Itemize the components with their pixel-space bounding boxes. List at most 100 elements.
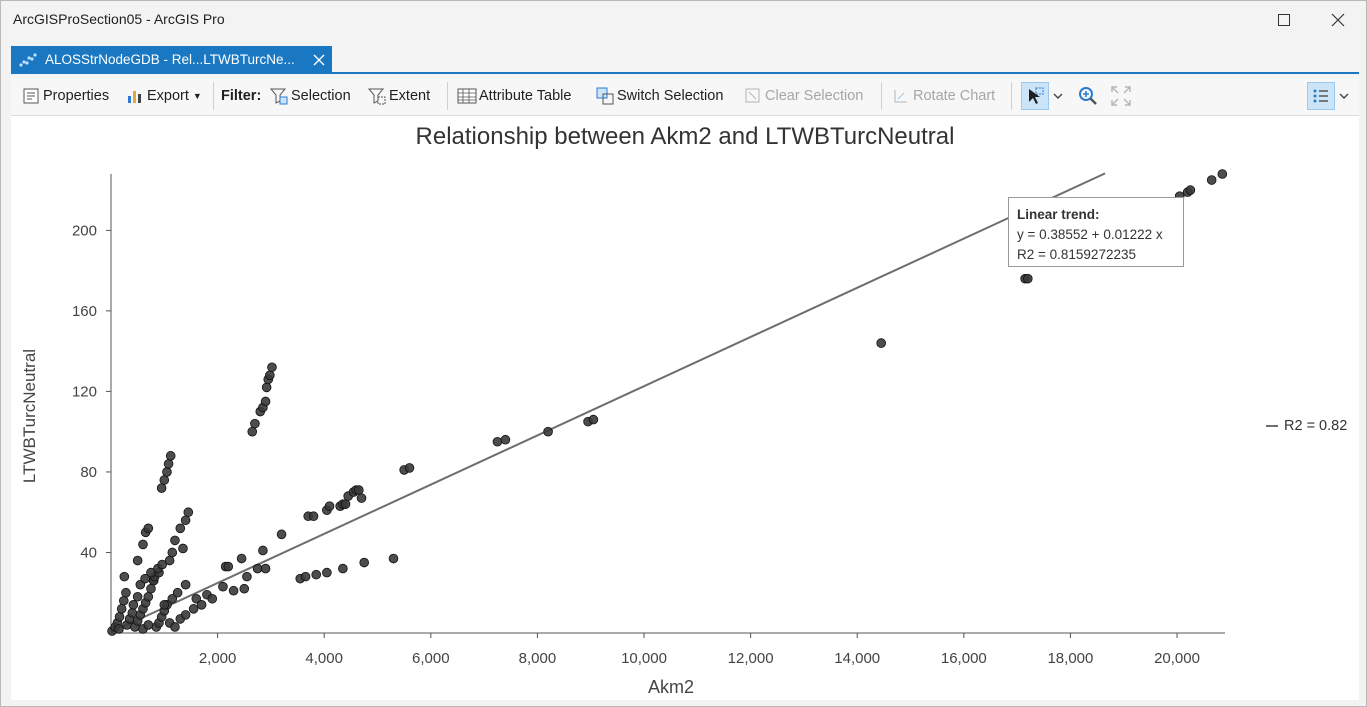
properties-button[interactable]: Properties: [21, 84, 109, 108]
data-point[interactable]: [162, 467, 172, 477]
close-window-button[interactable]: [1315, 5, 1361, 35]
data-point[interactable]: [876, 338, 887, 348]
maximize-button[interactable]: [1261, 5, 1307, 35]
data-point[interactable]: [178, 543, 188, 554]
data-point[interactable]: [157, 559, 167, 570]
data-point[interactable]: [1206, 175, 1217, 185]
data-point[interactable]: [308, 511, 319, 522]
data-point[interactable]: [324, 501, 335, 511]
data-point[interactable]: [300, 571, 311, 582]
data-point[interactable]: [116, 604, 127, 614]
maximize-icon: [1278, 14, 1290, 26]
data-point[interactable]: [388, 553, 399, 564]
select-tool-dropdown[interactable]: [1053, 84, 1063, 108]
tab-close-button[interactable]: [308, 49, 330, 71]
data-point[interactable]: [340, 499, 351, 509]
data-point[interactable]: [114, 612, 125, 622]
data-point[interactable]: [143, 523, 154, 534]
data-point[interactable]: [267, 362, 277, 373]
data-point[interactable]: [159, 475, 170, 485]
data-point[interactable]: [175, 523, 186, 534]
legend-options-dropdown[interactable]: [1339, 84, 1349, 108]
data-point[interactable]: [118, 595, 129, 606]
data-point[interactable]: [167, 593, 178, 604]
data-point[interactable]: [265, 370, 275, 381]
data-point[interactable]: [121, 587, 131, 598]
data-point[interactable]: [159, 600, 170, 610]
data-point[interactable]: [191, 593, 202, 604]
data-point[interactable]: [143, 591, 154, 602]
data-point[interactable]: [261, 382, 272, 393]
data-point[interactable]: [276, 529, 287, 540]
data-point[interactable]: [1185, 185, 1196, 195]
data-point[interactable]: [250, 418, 260, 429]
data-point[interactable]: [239, 583, 250, 594]
data-point[interactable]: [196, 600, 207, 610]
data-point[interactable]: [588, 414, 599, 425]
data-point[interactable]: [543, 426, 553, 437]
full-extent-button[interactable]: [1110, 84, 1132, 108]
filter-selection-button[interactable]: Selection: [269, 84, 351, 108]
data-points[interactable]: [107, 169, 1228, 636]
data-point[interactable]: [172, 587, 183, 598]
data-point[interactable]: [180, 515, 191, 526]
scatter-plot[interactable]: 2,000 4,000 6,000 8,000 10,000 12,000 14,000 16…: [11, 116, 1359, 700]
export-label: Export: [147, 88, 189, 104]
data-point[interactable]: [180, 579, 191, 590]
data-point[interactable]: [252, 563, 263, 574]
data-point[interactable]: [128, 600, 139, 610]
data-point[interactable]: [132, 591, 143, 602]
data-point[interactable]: [354, 485, 364, 495]
data-point[interactable]: [170, 535, 180, 546]
data-point[interactable]: [492, 436, 503, 447]
export-button[interactable]: Export ▼: [125, 84, 202, 108]
select-cursor-icon: [1029, 87, 1044, 104]
data-point[interactable]: [223, 561, 234, 572]
data-point[interactable]: [188, 604, 199, 614]
rotate-chart-button[interactable]: Rotate Chart: [891, 84, 995, 108]
data-point[interactable]: [165, 451, 176, 461]
legend-toggle-button[interactable]: [1307, 82, 1335, 110]
data-point[interactable]: [127, 608, 138, 618]
data-point[interactable]: [146, 583, 156, 594]
data-point[interactable]: [500, 434, 511, 445]
data-point[interactable]: [163, 459, 174, 469]
data-point[interactable]: [183, 507, 194, 518]
data-point[interactable]: [207, 593, 218, 604]
data-point[interactable]: [260, 396, 271, 407]
data-point[interactable]: [1217, 169, 1228, 179]
clear-selection-button[interactable]: Clear Selection: [743, 84, 863, 108]
data-point[interactable]: [236, 553, 247, 564]
data-point[interactable]: [404, 463, 415, 473]
data-point[interactable]: [359, 557, 369, 568]
tab-chart-view[interactable]: ALOSStrNodeGDB - Rel...LTWBTurcNe...: [11, 46, 332, 73]
chart-legend[interactable]: R2 = 0.82: [1266, 418, 1347, 434]
data-point[interactable]: [338, 563, 348, 574]
select-tool-button[interactable]: [1021, 82, 1049, 110]
data-point[interactable]: [228, 585, 239, 596]
chart-area[interactable]: 2,000 4,000 6,000 8,000 10,000 12,000 14,000 16…: [11, 116, 1359, 700]
data-point[interactable]: [242, 571, 252, 582]
zoom-in-button[interactable]: [1077, 84, 1099, 108]
data-point[interactable]: [167, 547, 178, 558]
data-point[interactable]: [258, 545, 268, 556]
data-point[interactable]: [260, 563, 271, 574]
filter-extent-button[interactable]: Extent: [367, 84, 430, 108]
data-point[interactable]: [180, 610, 191, 620]
data-point[interactable]: [132, 555, 143, 566]
data-point[interactable]: [156, 483, 167, 493]
data-point[interactable]: [140, 573, 150, 584]
data-point[interactable]: [143, 620, 154, 630]
data-point[interactable]: [170, 622, 180, 632]
data-point[interactable]: [218, 581, 228, 592]
data-point[interactable]: [356, 493, 367, 503]
data-point[interactable]: [138, 539, 148, 550]
switch-selection-button[interactable]: Switch Selection: [595, 84, 723, 108]
data-point[interactable]: [247, 426, 258, 437]
data-point[interactable]: [322, 567, 332, 578]
data-point[interactable]: [114, 624, 124, 634]
attribute-table-button[interactable]: Attribute Table: [457, 84, 571, 108]
data-point[interactable]: [1022, 273, 1033, 284]
data-point[interactable]: [311, 569, 322, 580]
data-point[interactable]: [119, 571, 130, 582]
